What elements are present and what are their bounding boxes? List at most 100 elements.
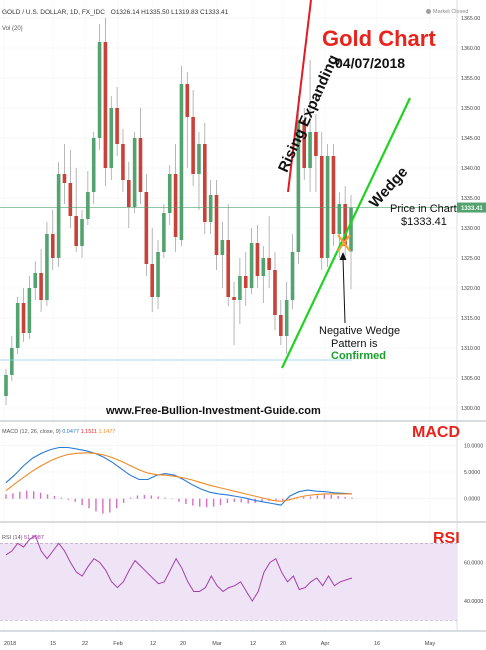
market-status-dot-icon — [426, 9, 431, 15]
symbol-row: GOLD / U.S. DOLLAR, 1D, FX_IDC O1326.14 … — [2, 9, 232, 16]
candle-body — [86, 192, 90, 219]
candle-body — [138, 138, 143, 192]
main-y-tick-label: 1350.00 — [461, 106, 480, 112]
candle-body — [343, 204, 347, 246]
candle-body — [132, 138, 137, 207]
candle-body — [308, 132, 312, 168]
candle-body — [232, 297, 236, 300]
candle-body — [197, 144, 201, 174]
x-tick-label: 12 — [150, 641, 156, 647]
candle-body — [121, 144, 125, 180]
candle-body — [279, 315, 283, 336]
macd-value-3: 1.1477 — [98, 429, 116, 435]
main-y-tick-label: 1325.00 — [461, 256, 480, 262]
rsi-band — [0, 543, 457, 621]
candle-body — [331, 156, 336, 234]
macd-histogram — [5, 490, 353, 514]
rsi-title: RSI — [433, 530, 460, 547]
candle-body — [314, 132, 318, 156]
price-in-chart-value: $1333.41 — [401, 216, 447, 228]
main-y-tick-label: 1360.00 — [461, 46, 480, 52]
x-tick-label: 16 — [374, 641, 380, 647]
candle-body — [97, 42, 102, 138]
candle-body — [214, 195, 219, 255]
candle-body — [173, 174, 178, 237]
main-y-tick-label: 1355.00 — [461, 76, 480, 82]
candle-body — [10, 348, 14, 375]
main-y-tick-label: 1305.00 — [461, 376, 480, 382]
x-tick-label: Mar — [212, 641, 222, 647]
main-y-tick-label: 1300.00 — [461, 406, 480, 412]
candle-body — [220, 240, 225, 255]
macd-y-tick-label: 0.0000 — [464, 497, 480, 503]
candle-body — [325, 156, 330, 258]
main-y-tick-label: 1345.00 — [461, 136, 480, 142]
rsi-y-tick-label: 60.0000 — [464, 561, 483, 567]
candle-body — [150, 264, 154, 297]
candle-body — [15, 303, 20, 348]
candle-body — [296, 120, 301, 252]
chart-header: GOLD / U.S. DOLLAR, 1D, FX_IDC O1326.14 … — [0, 0, 486, 36]
volume-label: Vol (20) — [2, 26, 23, 32]
main-y-tick-label: 1330.00 — [461, 226, 480, 232]
candle-body — [208, 195, 213, 222]
candle-body — [144, 192, 149, 264]
candle-body — [103, 42, 108, 168]
candle-body — [80, 219, 84, 246]
candle-body — [337, 204, 342, 234]
rsi-line — [5, 534, 353, 603]
candles-group — [4, 18, 353, 405]
rsi-legend-label: RSI (14) — [2, 535, 23, 541]
negative-wedge-confirmed: Confirmed — [331, 350, 386, 362]
candle-body — [226, 240, 231, 297]
rsi-value: 51.9987 — [24, 535, 44, 541]
candle-body — [290, 252, 295, 300]
candle-body — [109, 108, 114, 168]
last-price-tag-label: 1333.41 — [461, 206, 483, 212]
candle-body — [249, 243, 254, 288]
candle-body — [126, 180, 131, 207]
candle-body — [243, 276, 248, 288]
x-tick-label: Apr — [321, 641, 330, 647]
main-y-tick-label: 1365.00 — [461, 16, 480, 22]
candle-body — [4, 375, 8, 396]
macd-value-2: 1.1511 — [80, 429, 97, 435]
chart-title: Gold Chart — [322, 26, 436, 51]
candle-body — [156, 252, 160, 297]
macd-value-1: 0.0477 — [62, 429, 80, 435]
ohlc-label: O1326.14 H1335.50 L1319.83 C1333.41 — [110, 9, 229, 16]
rising-expanding-line — [287, 0, 312, 193]
x-tick-label: 20 — [280, 641, 286, 647]
x-tick-label: Feb — [113, 641, 122, 647]
negative-wedge-arrow-head — [339, 252, 347, 260]
main-y-tick-label: 1335.00 — [461, 196, 480, 202]
candle-body — [21, 303, 26, 333]
negative-wedge-line1: Negative Wedge — [319, 325, 401, 337]
candle-body — [62, 174, 67, 183]
x-tick-label: 20 — [180, 641, 186, 647]
candle-body — [91, 138, 96, 192]
symbol-label: GOLD / U.S. DOLLAR, 1D, FX_IDC — [2, 9, 105, 16]
rsi-y-tick-label: 40.0000 — [464, 599, 483, 605]
price-in-chart-label: Price in Chart — [390, 203, 457, 215]
candle-body — [302, 120, 307, 168]
candle-body — [74, 216, 78, 246]
candle-body — [319, 156, 324, 258]
candle-body — [255, 243, 260, 276]
main-y-tick-label: 1315.00 — [461, 316, 480, 322]
candle-body — [33, 273, 38, 288]
candle-body — [273, 270, 277, 315]
x-tick-label: 15 — [50, 641, 56, 647]
candle-body — [115, 108, 119, 144]
x-tick-label: 12 — [250, 641, 256, 647]
negative-wedge-arrow-line — [342, 257, 346, 324]
main-y-tick-label: 1340.00 — [461, 166, 480, 172]
candle-body — [238, 276, 242, 300]
chart-date: 04/07/2018 — [335, 55, 406, 71]
macd-legend-label: MACD (12, 26, close, 9) — [2, 429, 61, 435]
website-watermark: www.Free-Bullion-Investment-Guide.com — [106, 405, 321, 417]
macd-y-tick-label: 5.0000 — [464, 470, 480, 476]
macd-y-tick-label: 10.0000 — [464, 443, 483, 449]
